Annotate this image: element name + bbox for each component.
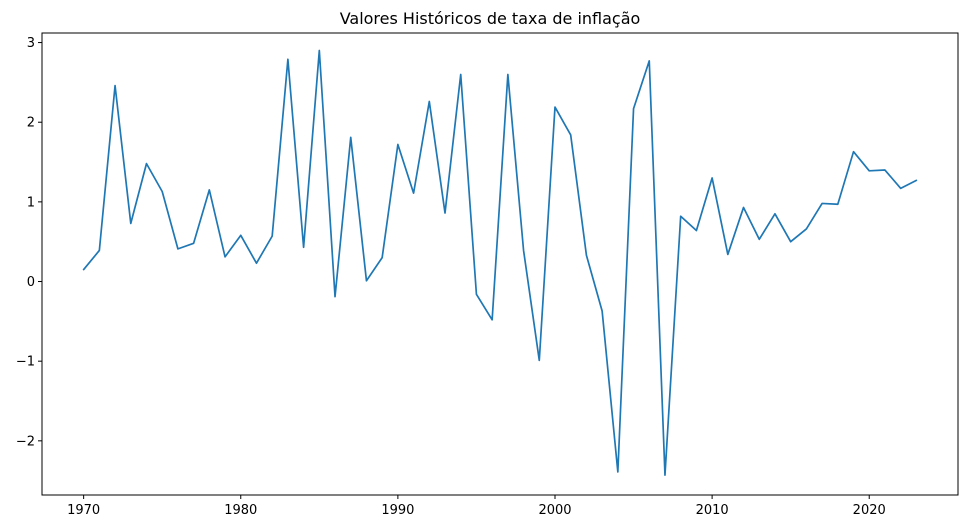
x-tick-label: 2010 (696, 503, 729, 518)
y-tick-label: 2 (27, 116, 35, 131)
y-tick-label: 0 (27, 275, 35, 290)
y-tick-label: −1 (16, 355, 35, 370)
y-tick-label: −2 (16, 434, 35, 449)
y-tick-label: 1 (27, 195, 35, 210)
plot-frame (41, 32, 959, 496)
plot-area: 1970 1980 1990 2000 2010 2020 3 2 1 0 −1 −2 (16, 32, 959, 518)
x-tick-label: 1980 (224, 503, 257, 518)
x-tick-label: 1970 (67, 503, 100, 518)
y-tick-label: 3 (27, 36, 35, 51)
x-tick-label: 2000 (538, 503, 571, 518)
chart-title: Valores Históricos de taxa de inflação (340, 9, 641, 28)
series-line (82, 49, 918, 476)
x-tick-label: 2020 (853, 503, 886, 518)
x-tick-label: 1990 (381, 503, 414, 518)
